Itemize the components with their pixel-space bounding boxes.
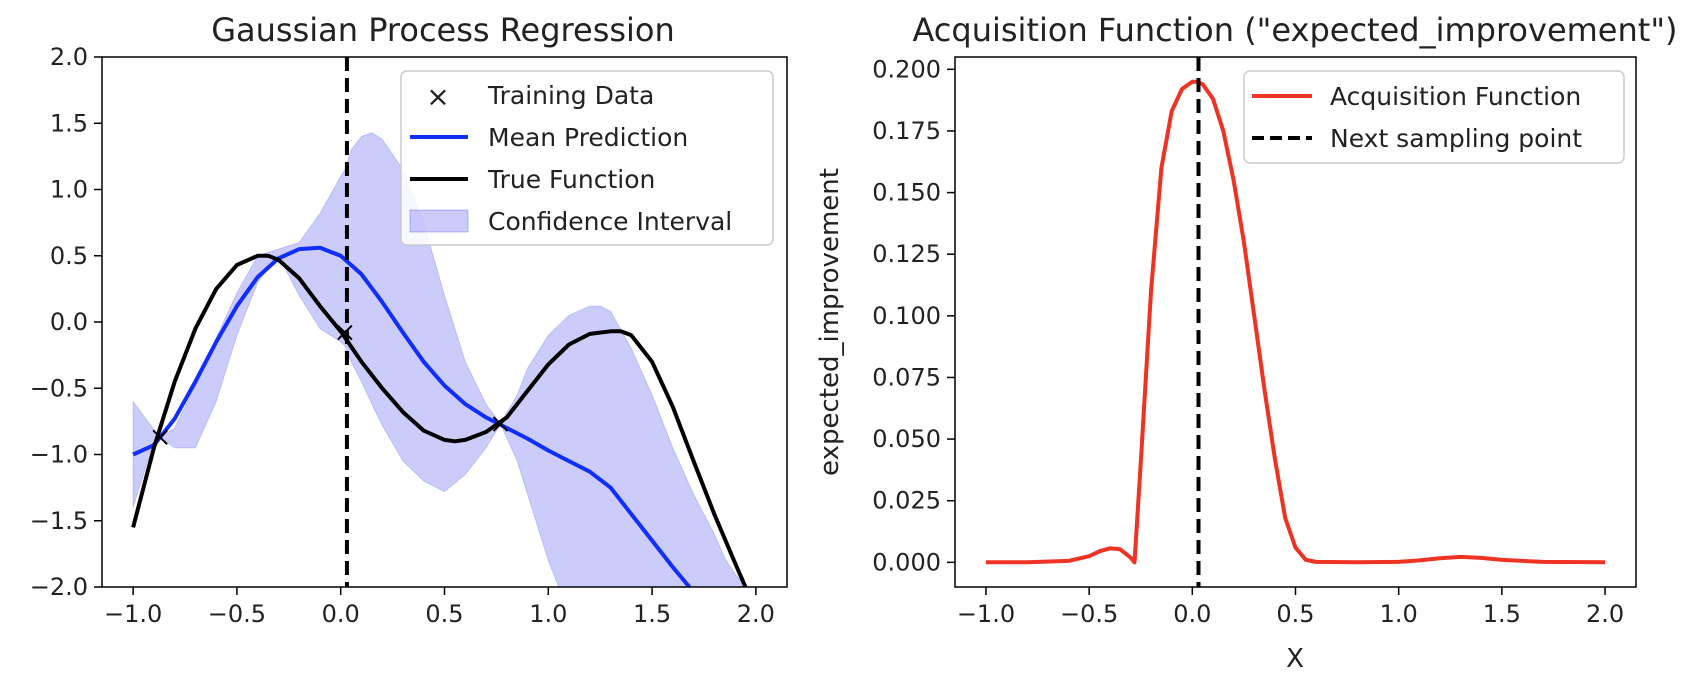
acquisition-axes-frame [954,56,1637,588]
training-data-point [492,416,509,432]
acquisition-x-tick-label: −0.5 [1060,600,1118,628]
gpr-legend: × Training Data Mean Prediction True Fun… [400,70,774,246]
gpr-x-tick-label: 0.5 [425,600,463,628]
mean-prediction-line [132,245,691,587]
legend-label-mean: Mean Prediction [488,123,688,152]
gpr-x-tick-label: 1.0 [529,600,567,628]
true-function-line [131,253,748,587]
gpr-title: Gaussian Process Regression [211,11,675,49]
acquisition-legend: Acquisition Function Next sampling point [1243,70,1625,164]
gpr-y-tick-label: −0.5 [30,374,88,402]
acquisition-plot-area [986,57,1606,587]
legend-ci-swatch [409,209,469,233]
acquisition-y-tick-label: 0.125 [872,240,941,268]
gpr-y-tick-label: −2.0 [30,573,88,601]
legend-training-marker: × [426,80,449,113]
acquisition-x-tick-label: 1.0 [1380,600,1418,628]
acquisition-chart: Acquisition Function ("expected_improvem… [815,11,1678,674]
acquisition-y-tick-label: 0.000 [872,548,941,576]
acquisition-legend-box [1243,70,1625,164]
gpr-legend-box [400,70,774,246]
acquisition-x-tick-label: 2.0 [1586,600,1624,628]
legend-label-next: Next sampling point [1330,124,1582,153]
gpr-y-axis: −2.0 −1.5 −1.0 −0.5 0.0 0.5 1.0 1.5 2.0 [30,43,102,601]
gpr-x-tick-label: −0.5 [208,600,266,628]
gpr-y-tick-label: 1.0 [50,176,88,204]
gpr-y-tick-label: −1.0 [30,441,88,469]
gpr-x-tick-label: −1.0 [104,600,162,628]
acquisition-title: Acquisition Function ("expected_improvem… [912,11,1677,49]
gpr-y-tick-label: 1.5 [50,109,88,137]
acquisition-y-tick-label: 0.175 [872,117,941,145]
gpr-axes-frame [101,56,788,588]
legend-label-training: Training Data [487,81,654,110]
gpr-y-tick-label: −1.5 [30,507,88,535]
gpr-y-tick-label: 2.0 [50,43,88,71]
acquisition-x-tick-label: 1.5 [1483,600,1521,628]
legend-label-ci: Confidence Interval [488,207,732,236]
acquisition-y-tick-label: 0.050 [872,425,941,453]
acquisition-y-tick-label: 0.100 [872,302,941,330]
gpr-x-axis: −1.0 −0.5 0.0 0.5 1.0 1.5 2.0 [104,587,775,628]
acquisition-function-line [986,79,1606,565]
gpr-chart: Gaussian Process Regression −1.0 −0.5 0.0 0… [30,11,788,628]
acquisition-y-tick-label: 0.075 [872,363,941,391]
acquisition-x-tick-label: 0.5 [1276,600,1314,628]
acquisition-x-tick-label: −1.0 [957,600,1015,628]
gpr-x-tick-label: 1.5 [633,600,671,628]
legend-label-true: True Function [487,165,655,194]
training-data-point [337,324,353,341]
acquisition-x-axis: −1.0 −0.5 0.0 0.5 1.0 1.5 2.0 [957,587,1624,628]
gpr-y-tick-label: 0.5 [50,242,88,270]
acquisition-y-tick-label: 0.025 [872,487,941,515]
gpr-plot-area [131,57,748,587]
acquisition-y-label: expected_improvement [815,168,845,476]
acquisition-y-axis: 0.000 0.025 0.050 0.075 0.100 0.125 0.150 0.175… [872,55,955,576]
acquisition-x-tick-label: 0.0 [1173,600,1211,628]
acquisition-x-label: X [1286,644,1304,674]
legend-label-acq: Acquisition Function [1330,82,1581,111]
acquisition-y-tick-label: 0.150 [872,179,941,207]
gpr-y-tick-label: 0.0 [50,308,88,336]
training-data-point [152,429,168,445]
acquisition-y-tick-label: 0.200 [872,55,941,83]
gpr-x-tick-label: 2.0 [737,600,775,628]
gpr-x-tick-label: 0.0 [322,600,360,628]
